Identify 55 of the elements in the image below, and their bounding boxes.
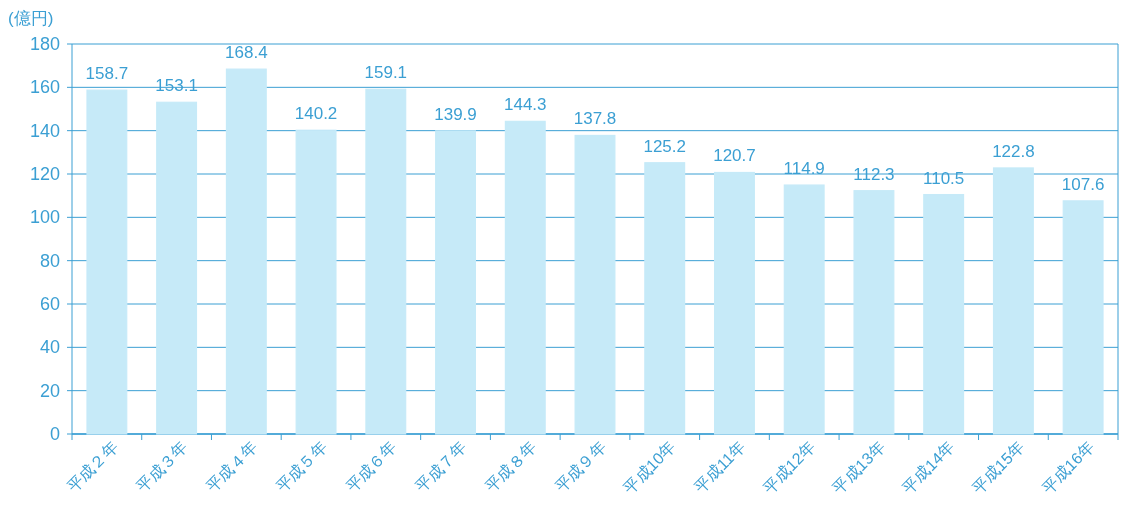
x-tick-label: 平成７年 [412,438,470,496]
x-tick-label: 平成５年 [272,438,331,496]
y-tick-label: 180 [29,34,60,54]
bar [86,89,128,435]
y-tick-label: 20 [39,380,60,401]
x-tick-label: 平成６年 [342,438,400,496]
data-label: 144.3 [503,95,547,115]
y-tick-label: 160 [29,77,60,98]
x-tick-label: 平成３年 [133,438,191,496]
y-tick-label: 0 [49,424,60,444]
bar [1062,200,1104,435]
bar [574,134,616,435]
data-label: 122.8 [992,141,1035,161]
y-tick-label: 120 [29,164,60,184]
bar [156,101,198,435]
x-tick-label: 平成４年 [203,438,261,496]
x-tick-label: 平成14年 [899,438,958,497]
x-tick-label: 平成２年 [63,438,121,496]
y-tick-label: 80 [39,250,60,271]
x-tick-label: 平成16年 [1038,438,1098,497]
bar [992,167,1034,435]
data-label: 158.7 [85,64,129,84]
y-tick-label: 60 [39,294,60,314]
bar [783,184,825,435]
bar [435,130,477,435]
data-label: 159.1 [364,63,408,83]
data-label: 140.2 [294,104,338,124]
bar [853,190,895,435]
data-label: 112.3 [853,164,895,184]
x-tick-label: 平成12年 [759,438,819,497]
x-tick-label: 平成９年 [551,438,610,496]
x-tick-label: 平成10年 [620,438,679,497]
data-label: 120.7 [713,146,756,166]
data-label: 125.2 [643,136,687,156]
bar [365,88,407,435]
y-tick-label: 140 [29,120,60,141]
data-label: 168.4 [225,43,268,63]
y-tick-label: 100 [29,207,60,228]
bar [295,129,337,435]
data-label: 139.9 [434,104,477,124]
bar [713,171,755,435]
x-tick-label: 平成13年 [829,438,889,497]
bar [504,120,546,435]
bar [644,162,686,435]
data-label: 137.8 [573,109,617,129]
y-axis-title: (億円) [8,9,54,28]
y-tick-label: 40 [39,337,60,358]
x-tick-label: 平成８年 [482,438,540,496]
data-label: 110.5 [923,168,965,188]
bar [923,193,965,435]
data-label: 107.6 [1061,174,1105,194]
data-label: 114.9 [783,159,825,179]
x-tick-label: 平成15年 [968,438,1028,497]
x-tick-label: 平成11年 [690,438,749,496]
bar [225,68,267,435]
